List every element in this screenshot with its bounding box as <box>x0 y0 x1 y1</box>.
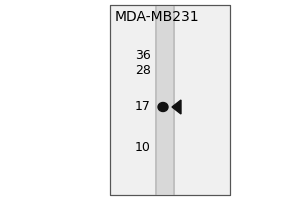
Text: 10: 10 <box>135 141 151 154</box>
Polygon shape <box>172 100 181 114</box>
Text: 28: 28 <box>135 64 151 77</box>
Bar <box>110 5 230 195</box>
Text: 17: 17 <box>135 100 151 113</box>
Bar <box>110 5 230 195</box>
Text: MDA-MB231: MDA-MB231 <box>115 10 200 24</box>
Bar <box>155 5 175 195</box>
Ellipse shape <box>158 102 168 112</box>
Text: 36: 36 <box>135 49 151 62</box>
Bar <box>157 5 173 195</box>
